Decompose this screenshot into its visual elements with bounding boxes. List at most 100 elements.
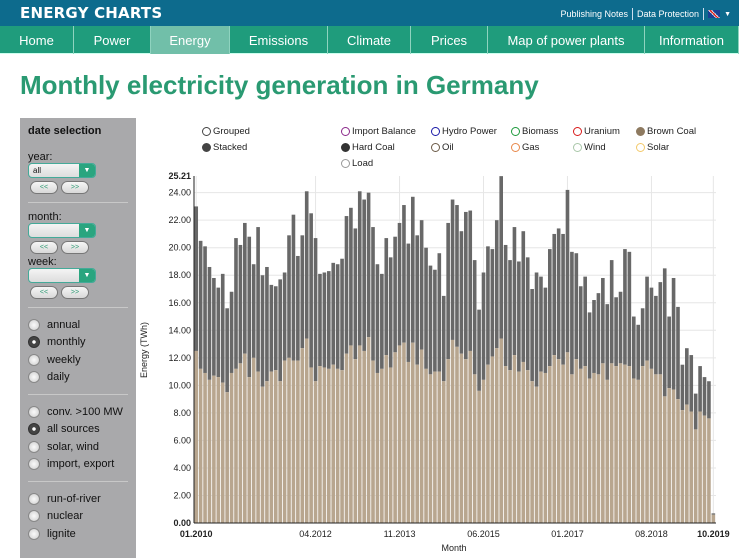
- legend-gas[interactable]: Gas: [511, 142, 539, 153]
- nav-emissions[interactable]: Emissions: [230, 26, 328, 54]
- nav-energy[interactable]: Energy: [151, 26, 230, 54]
- legend-grouped[interactable]: Grouped: [202, 126, 250, 137]
- bar-brown-coal: [225, 392, 229, 523]
- radio-button-icon[interactable]: [28, 510, 40, 523]
- radio-run-of-river[interactable]: run-of-river: [28, 490, 128, 508]
- publishing-notes-link[interactable]: Publishing Notes: [560, 9, 629, 19]
- bar-hard-coal: [503, 244, 508, 367]
- radio-conv-100-mw[interactable]: conv. >100 MW: [28, 403, 128, 421]
- bar-hard-coal: [631, 316, 636, 379]
- bar-hard-coal: [592, 300, 596, 373]
- bar-brown-coal: [654, 374, 658, 523]
- bar-brown-coal: [357, 345, 362, 523]
- bar-brown-coal: [570, 374, 574, 523]
- chevron-down-icon: ▼: [79, 164, 95, 177]
- y-tick-label: 14.00: [168, 325, 191, 335]
- legend-load[interactable]: Load: [341, 158, 373, 169]
- radio-button-icon[interactable]: [28, 423, 40, 436]
- week-select[interactable]: ▼: [28, 268, 96, 283]
- bar-hard-coal: [455, 205, 459, 347]
- legend-hard-coal[interactable]: Hard Coal: [341, 142, 395, 153]
- radio-all-sources[interactable]: all sources: [28, 421, 128, 439]
- week-prev-button[interactable]: <<: [30, 286, 58, 299]
- legend-label: Brown Coal: [647, 126, 697, 137]
- legend-biomass[interactable]: Biomass: [511, 126, 558, 137]
- legend-marker-icon: [202, 127, 211, 136]
- year-prev-button[interactable]: <<: [30, 181, 58, 194]
- bar-brown-coal: [512, 355, 517, 523]
- week-next-button[interactable]: >>: [61, 286, 89, 299]
- radio-nuclear[interactable]: nuclear: [28, 508, 128, 526]
- radio-solar-wind[interactable]: solar, wind: [28, 438, 128, 456]
- bar-brown-coal: [198, 368, 203, 523]
- nav-power[interactable]: Power: [74, 26, 151, 54]
- bar-hard-coal: [605, 304, 610, 380]
- radio-label: nuclear: [47, 510, 84, 523]
- data-protection-link[interactable]: Data Protection: [637, 9, 700, 19]
- y-tick-label: 18.00: [168, 270, 191, 280]
- date-selection-panel: date selection year: all ▼ << >> month: ▼ …: [20, 118, 136, 558]
- legend-oil[interactable]: Oil: [431, 142, 454, 153]
- bar-brown-coal: [486, 364, 490, 523]
- bar-hard-coal: [667, 316, 671, 389]
- radio-button-icon[interactable]: [28, 405, 40, 418]
- legend-uranium[interactable]: Uranium: [573, 126, 620, 137]
- month-next-button[interactable]: >>: [61, 241, 89, 254]
- radio-daily[interactable]: daily: [28, 369, 128, 387]
- legend-import-balance[interactable]: Import Balance: [341, 126, 416, 137]
- legend-hydro-power[interactable]: Hydro Power: [431, 126, 497, 137]
- radio-button-icon[interactable]: [28, 440, 40, 453]
- y-tick-label: 12.00: [168, 353, 191, 363]
- logo[interactable]: ENERGY CHARTS: [20, 4, 163, 22]
- radio-button-icon[interactable]: [28, 492, 40, 505]
- year-select[interactable]: all ▼: [28, 163, 96, 178]
- legend-brown-coal[interactable]: Brown Coal: [636, 126, 696, 137]
- bar-brown-coal: [614, 366, 618, 523]
- bar-hard-coal: [304, 191, 309, 339]
- divider: [28, 394, 128, 395]
- radio-button-icon[interactable]: [28, 353, 40, 366]
- bar-hard-coal: [459, 231, 464, 354]
- bar-brown-coal: [194, 350, 199, 523]
- year-next-button[interactable]: >>: [61, 181, 89, 194]
- radio-annual[interactable]: annual: [28, 316, 128, 334]
- bar-hard-coal: [380, 273, 384, 369]
- bar-brown-coal: [601, 363, 605, 523]
- radio-label: solar, wind: [47, 440, 99, 453]
- radio-button-icon[interactable]: [28, 527, 40, 540]
- nav-home[interactable]: Home: [0, 26, 74, 54]
- bar-hard-coal: [260, 275, 265, 387]
- radio-lignite[interactable]: lignite: [28, 525, 128, 543]
- bar-hard-coal: [486, 246, 490, 365]
- month-select[interactable]: ▼: [28, 223, 96, 238]
- legend-wind[interactable]: Wind: [573, 142, 606, 153]
- bar-hard-coal: [494, 220, 499, 349]
- nav-climate[interactable]: Climate: [328, 26, 411, 54]
- bar-hard-coal: [335, 264, 340, 369]
- radio-monthly[interactable]: monthly: [28, 334, 128, 352]
- uk-flag-icon[interactable]: [708, 10, 721, 18]
- bar-hard-coal: [711, 513, 716, 515]
- bar-hard-coal: [375, 264, 380, 373]
- bar-hard-coal: [287, 235, 291, 358]
- radio-weekly[interactable]: weekly: [28, 351, 128, 369]
- year-value: all: [33, 166, 42, 175]
- nav-map-of-power-plants[interactable]: Map of power plants: [488, 26, 645, 54]
- legend-stacked[interactable]: Stacked: [202, 142, 247, 153]
- month-prev-button[interactable]: <<: [30, 241, 58, 254]
- radio-import-export[interactable]: import, export: [28, 456, 128, 474]
- radio-button-icon[interactable]: [28, 318, 40, 331]
- language-dropdown-icon[interactable]: ▼: [724, 10, 731, 18]
- bar-hard-coal: [243, 222, 247, 354]
- bar-brown-coal: [481, 379, 486, 523]
- bar-hard-coal: [623, 249, 627, 365]
- bar-brown-coal: [685, 404, 689, 523]
- bar-hard-coal: [654, 295, 658, 375]
- radio-button-icon[interactable]: [28, 458, 40, 471]
- bar-brown-coal: [375, 372, 380, 523]
- radio-button-icon[interactable]: [28, 371, 40, 384]
- divider: [632, 8, 634, 20]
- radio-button-icon[interactable]: [28, 336, 40, 349]
- nav-prices[interactable]: Prices: [411, 26, 488, 54]
- legend-solar[interactable]: Solar: [636, 142, 669, 153]
